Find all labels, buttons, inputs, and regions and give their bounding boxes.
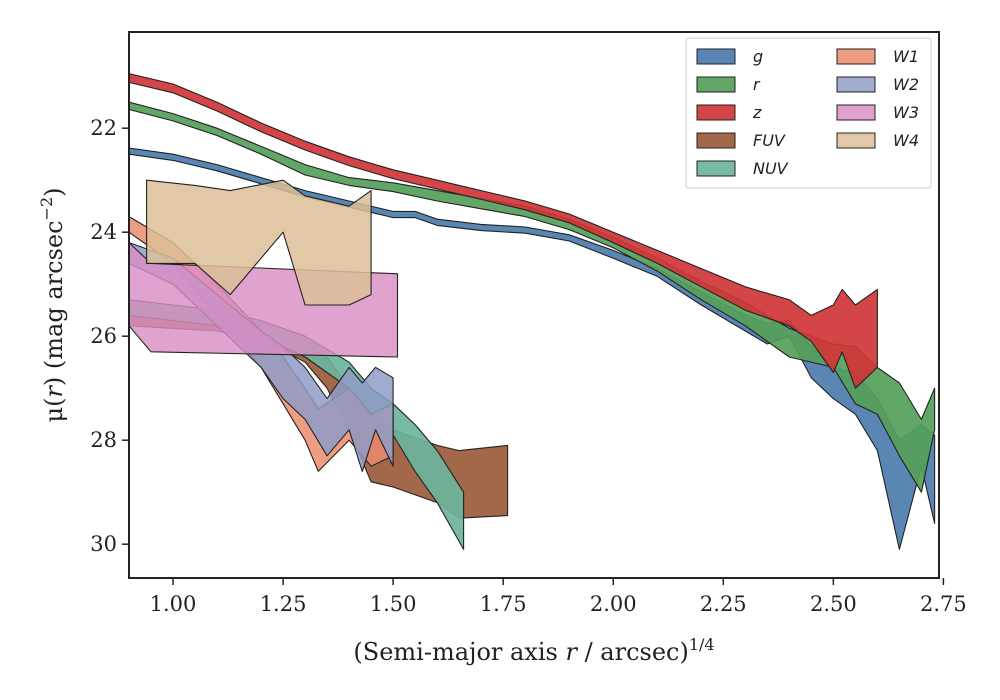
legend-swatch-r xyxy=(696,76,736,93)
y-tick-label: 30 xyxy=(90,532,117,556)
legend-label-r: r xyxy=(753,75,761,94)
legend-swatch-w2 xyxy=(836,76,876,93)
x-tick-label: 1.75 xyxy=(480,592,527,616)
legend-label-z: z xyxy=(752,103,762,122)
x-tick-label: 2.75 xyxy=(920,592,967,616)
series-band-w4 xyxy=(146,179,372,306)
legend-swatch-w1 xyxy=(836,48,876,65)
legend-box xyxy=(685,37,932,189)
legend-swatch-nuv xyxy=(696,160,736,177)
y-tick-label: 26 xyxy=(90,324,117,348)
legend-label-nuv: NUV xyxy=(753,159,789,178)
x-tick-label: 2.00 xyxy=(590,592,637,616)
legend-label-w3: W3 xyxy=(893,103,919,122)
series-band-g xyxy=(128,147,936,550)
legend-label-w2: W2 xyxy=(893,75,919,94)
x-tick-label: 1.00 xyxy=(150,592,197,616)
y-tick-label: 24 xyxy=(90,220,117,244)
y-tick-label: 28 xyxy=(90,428,117,452)
x-axis-label: (Semi-major axis r / arcsec)1/4 xyxy=(353,635,714,666)
legend-label-w1: W1 xyxy=(893,47,919,66)
series-layer xyxy=(128,73,936,550)
x-tick-label: 1.25 xyxy=(260,592,307,616)
y-axis: 22 24 26 28 30 xyxy=(90,116,129,556)
legend-swatch-g xyxy=(696,48,736,65)
x-axis: 1.00 1.25 1.50 1.75 2.00 2.25 2.50 2.75 xyxy=(150,578,967,616)
legend: grz FUV NUV W1 W2 W3 W4 xyxy=(685,37,932,189)
y-axis-label: μ(r) (mag arcsec−2) xyxy=(37,187,68,422)
series-band-z xyxy=(128,73,878,389)
plot-frame xyxy=(128,31,940,579)
series-band-r xyxy=(128,101,936,493)
legend-label-fuv: FUV xyxy=(753,131,786,150)
legend-swatch-z xyxy=(696,104,736,121)
legend-label-w4: W4 xyxy=(893,131,919,150)
legend-swatch-fuv xyxy=(696,132,736,149)
x-tick-label: 2.50 xyxy=(810,592,857,616)
legend-swatch-w3 xyxy=(836,104,876,121)
x-tick-label: 1.50 xyxy=(370,592,417,616)
legend-swatch-w4 xyxy=(836,132,876,149)
y-tick-label: 22 xyxy=(90,116,117,140)
legend-label-g: g xyxy=(753,47,763,66)
x-tick-label: 2.25 xyxy=(700,592,747,616)
